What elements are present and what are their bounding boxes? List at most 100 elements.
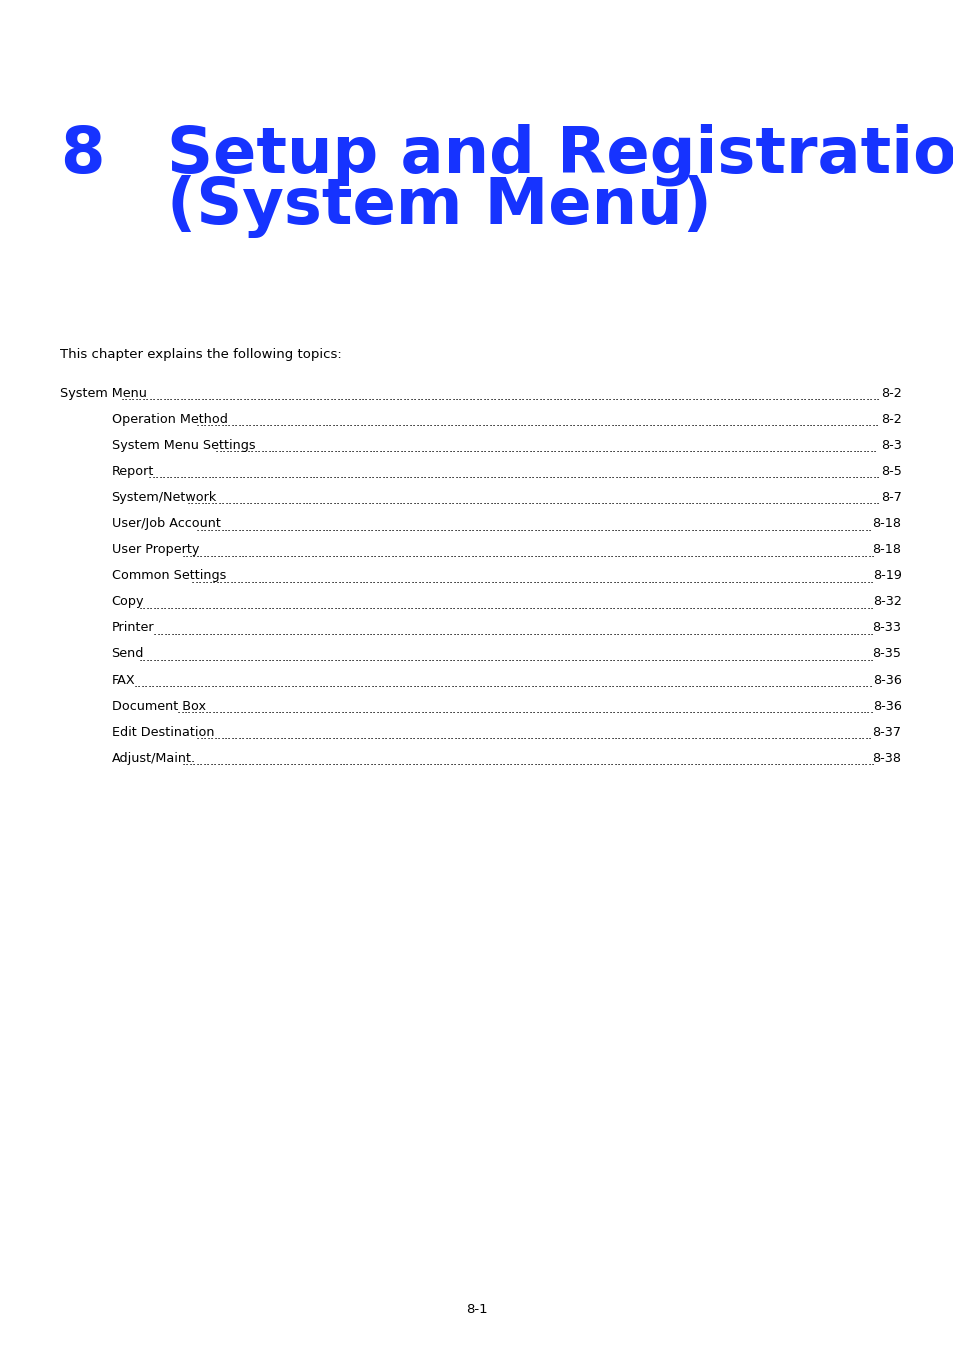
Text: .: . [395,494,399,508]
Text: .: . [830,443,835,455]
Text: .: . [543,521,548,533]
Text: .: . [526,521,530,533]
Text: .: . [820,443,824,455]
Text: .: . [846,729,850,742]
Text: .: . [324,547,328,560]
Text: .: . [618,625,623,637]
Text: .: . [576,494,579,508]
Text: .: . [467,416,471,429]
Text: .: . [596,547,599,560]
Text: .: . [526,676,531,690]
Text: .: . [183,390,187,404]
Text: .: . [263,443,268,455]
Text: .: . [380,521,384,533]
Text: .: . [325,676,329,690]
Text: .: . [698,390,701,404]
Text: .: . [192,547,195,560]
Text: .: . [857,416,861,429]
Text: .: . [788,494,792,508]
Text: .: . [395,598,399,612]
Text: .: . [546,547,551,560]
Text: .: . [857,676,862,690]
Text: .: . [596,676,600,690]
Text: .: . [529,547,534,560]
Text: .: . [869,598,873,612]
Text: .: . [498,676,503,690]
Text: .: . [466,625,470,637]
Text: .: . [473,572,476,586]
Text: .: . [421,521,426,533]
Text: .: . [855,443,859,455]
Text: .: . [399,625,404,637]
Text: .: . [307,547,311,560]
Text: .: . [250,625,254,637]
Text: .: . [154,468,159,482]
Text: .: . [191,625,195,637]
Text: .: . [212,572,215,586]
Text: .: . [631,468,636,482]
Text: .: . [635,676,639,690]
Text: .: . [616,547,620,560]
Text: .: . [367,676,371,690]
Text: .: . [811,521,816,533]
Text: .: . [226,572,230,586]
Text: .: . [318,494,322,508]
Text: .: . [741,729,746,742]
Text: .: . [296,416,300,429]
Text: .: . [555,468,558,482]
Text: .: . [222,703,226,716]
Text: .: . [482,443,487,455]
Text: .: . [703,755,707,768]
Text: .: . [664,625,668,637]
Text: .: . [207,390,212,404]
Text: .: . [500,625,504,637]
Text: .: . [250,572,254,586]
Text: .: . [665,416,669,429]
Text: .: . [274,651,278,664]
Text: .: . [762,547,766,560]
Text: .: . [401,676,405,690]
Text: .: . [417,547,422,560]
Text: .: . [760,468,764,482]
Text: .: . [704,676,708,690]
Text: .: . [392,468,395,482]
Text: .: . [647,755,652,768]
Text: .: . [534,468,538,482]
Text: .: . [726,598,730,612]
Text: .: . [429,521,433,533]
Text: .: . [691,443,696,455]
Text: .: . [269,521,273,533]
Text: .: . [722,651,727,664]
Text: .: . [225,651,230,664]
Text: .: . [381,390,385,404]
Text: .: . [522,729,527,742]
Text: 8-3: 8-3 [880,439,901,452]
Text: .: . [865,625,870,637]
Text: .: . [210,729,213,742]
Text: .: . [357,703,361,716]
Text: .: . [203,468,208,482]
Text: .: . [212,651,215,664]
Text: .: . [599,729,603,742]
Text: .: . [717,547,721,560]
Text: .: . [848,625,852,637]
Text: .: . [731,755,735,768]
Text: .: . [829,676,833,690]
Text: .: . [807,547,812,560]
Text: .: . [842,755,846,768]
Text: .: . [482,651,487,664]
Text: .: . [801,521,805,533]
Text: .: . [419,390,423,404]
Text: .: . [654,572,658,586]
Text: .: . [317,521,321,533]
Text: .: . [760,729,763,742]
Text: .: . [733,703,737,716]
Text: .: . [676,416,679,429]
Text: .: . [523,676,527,690]
Text: .: . [460,676,464,690]
Text: .: . [540,676,544,690]
Text: .: . [370,676,375,690]
Text: .: . [469,625,474,637]
Text: .: . [847,468,851,482]
Text: .: . [735,416,739,429]
